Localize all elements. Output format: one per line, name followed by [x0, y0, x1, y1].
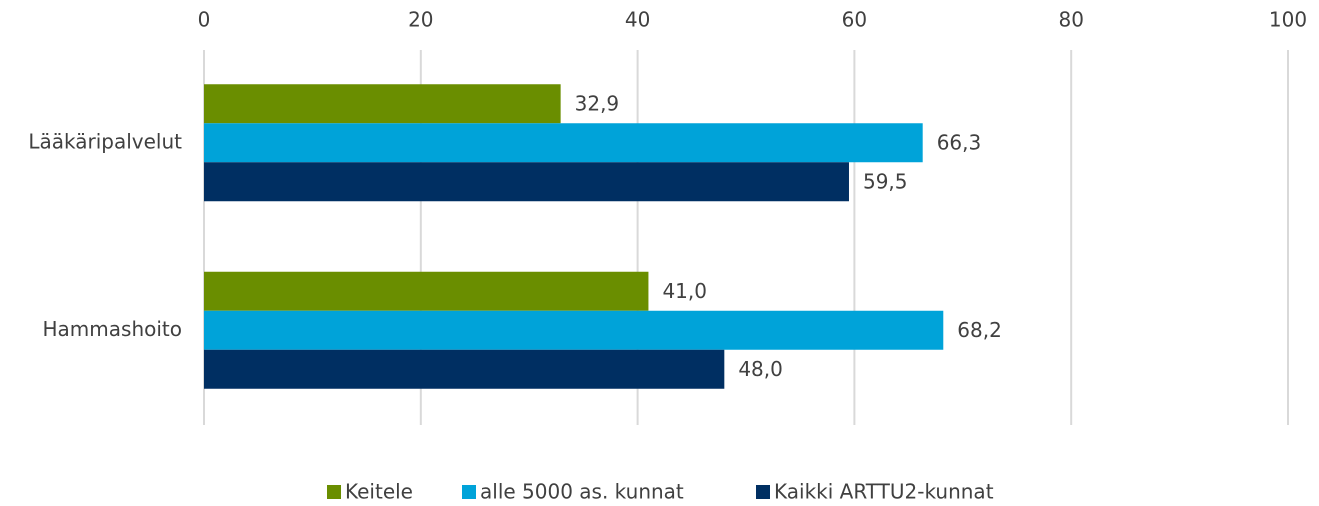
legend-label: Keitele — [345, 480, 413, 504]
legend-label: alle 5000 as. kunnat — [480, 480, 684, 504]
data-label: 59,5 — [863, 169, 908, 193]
data-label: 48,0 — [738, 357, 783, 381]
x-tick-label: 20 — [408, 8, 433, 32]
data-label: 66,3 — [937, 130, 982, 154]
bar — [204, 310, 944, 350]
y-tick-label: Hammashoito — [43, 317, 182, 341]
data-label: 32,9 — [575, 91, 620, 115]
legend-swatch — [756, 485, 770, 499]
y-tick-label: Lääkäripalvelut — [28, 129, 182, 153]
x-tick-label: 0 — [198, 8, 211, 32]
x-tick-label: 80 — [1058, 8, 1083, 32]
x-tick-label: 60 — [842, 8, 867, 32]
x-tick-label: 40 — [625, 8, 650, 32]
legend-label: Kaikki ARTTU2-kunnat — [774, 480, 994, 504]
data-label: 41,0 — [662, 279, 707, 303]
legend-swatch — [462, 485, 476, 499]
legend-swatch — [327, 485, 341, 499]
bar — [204, 349, 725, 389]
x-tick-label: 100 — [1269, 8, 1307, 32]
bar — [204, 123, 923, 163]
bar — [204, 84, 561, 124]
data-label: 68,2 — [957, 318, 1002, 342]
bar — [204, 271, 649, 311]
bar — [204, 162, 849, 202]
